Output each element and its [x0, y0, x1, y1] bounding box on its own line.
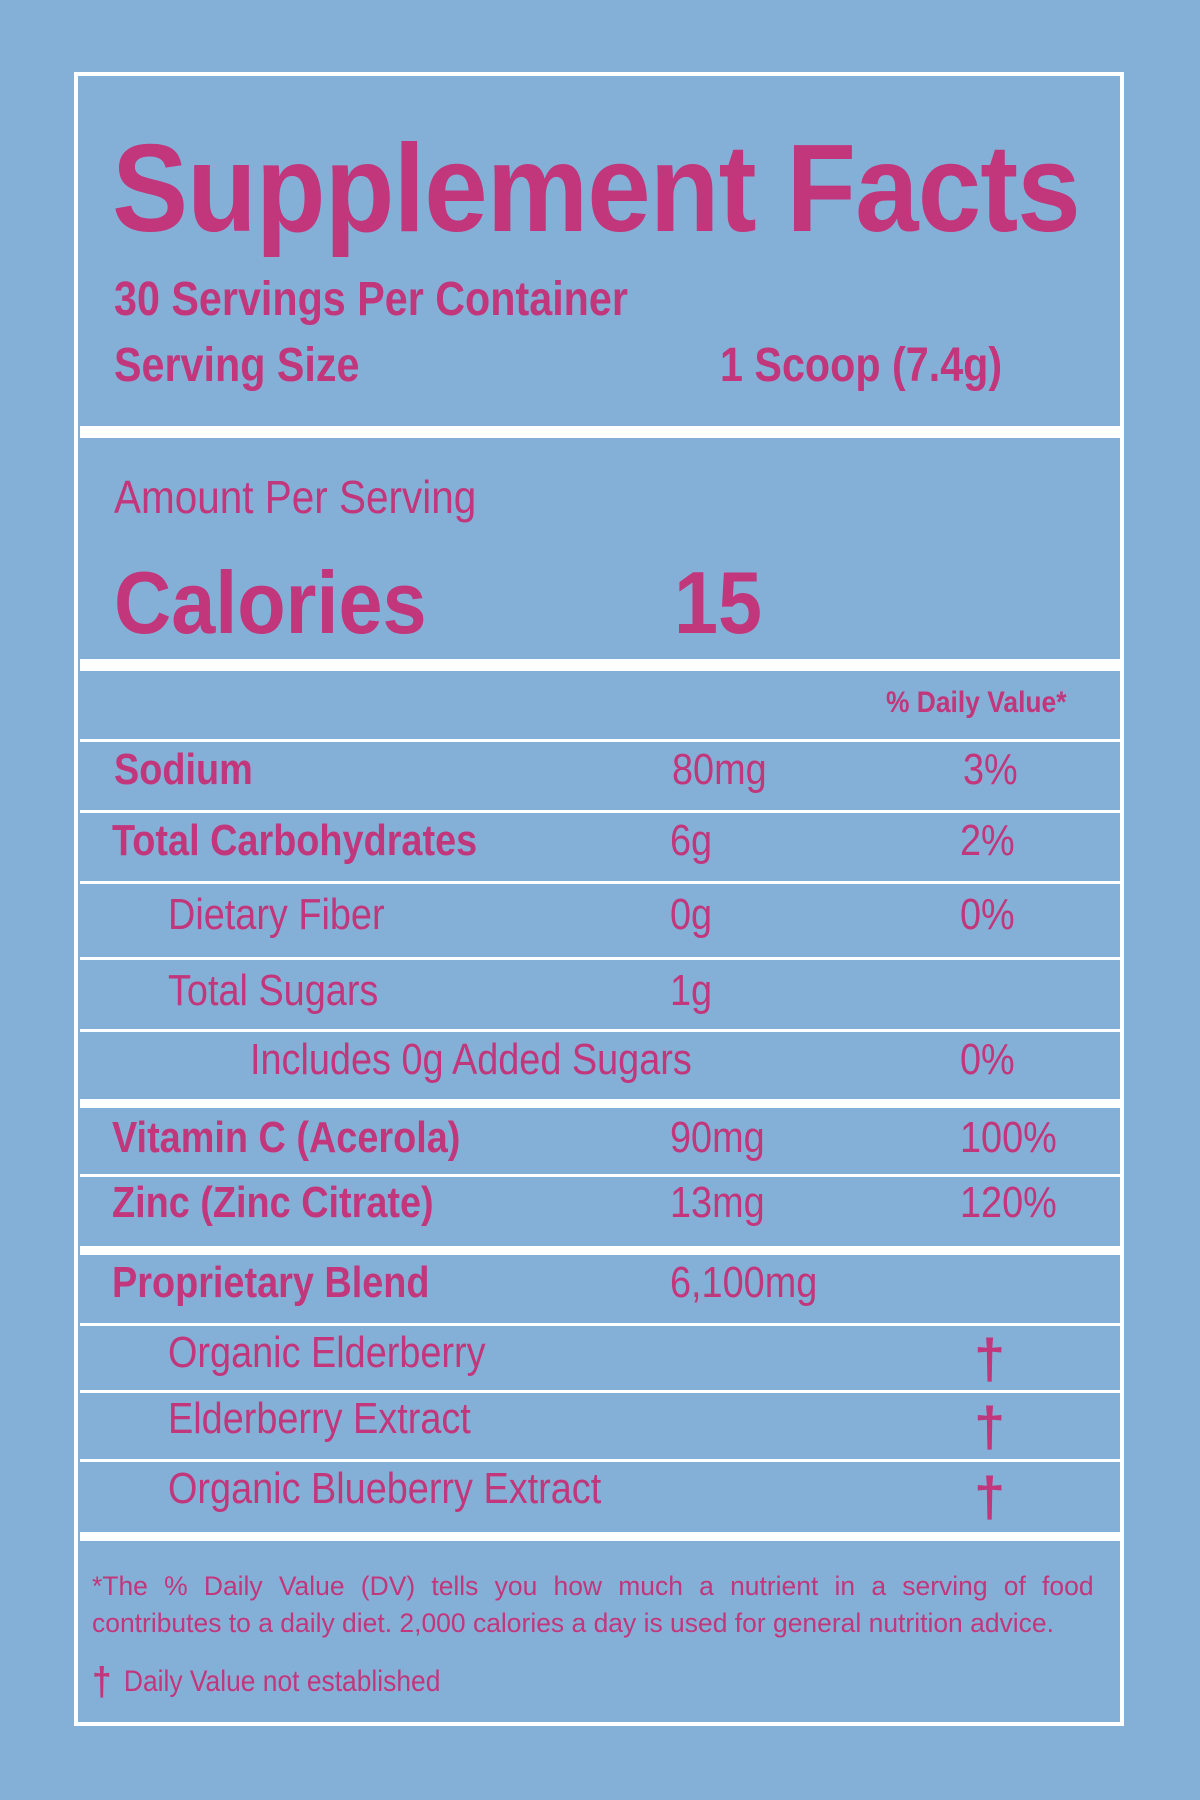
divider-thin: [80, 1390, 1120, 1393]
nutrient-dv-sodium: 3%: [963, 745, 1018, 794]
panel-title: Supplement Facts: [112, 120, 1081, 258]
nutrient-dv-vitamin-c: 100%: [960, 1113, 1057, 1162]
calories-label: Calories: [114, 553, 427, 652]
nutrient-name-organic-elderberry: Organic Elderberry: [168, 1328, 486, 1377]
nutrient-name-elderberry-extract: Elderberry Extract: [168, 1394, 471, 1443]
serving-size-value: 1 Scoop (7.4g): [720, 339, 1003, 392]
daily-value-footnote: *The % Daily Value (DV) tells you how mu…: [92, 1571, 1094, 1638]
divider-thin: [80, 1174, 1120, 1177]
dagger-footnote-text: Daily Value not established: [123, 1665, 441, 1698]
divider-thin: [80, 881, 1120, 884]
nutrient-amount-total-sugars: 1g: [670, 966, 713, 1015]
nutrient-amount-proprietary-blend: 6,100mg: [670, 1258, 818, 1307]
nutrient-name-dietary-fiber: Dietary Fiber: [168, 890, 385, 939]
nutrient-amount-zinc: 13mg: [670, 1178, 765, 1227]
nutrient-name-zinc: Zinc (Zinc Citrate): [112, 1178, 434, 1227]
divider-thin: [80, 957, 1120, 960]
nutrient-name-organic-blueberry-extract: Organic Blueberry Extract: [168, 1464, 602, 1513]
divider-thin: [80, 810, 1120, 813]
servings-per-container: 30 Servings Per Container: [114, 273, 628, 326]
divider-thin: [80, 1323, 1120, 1326]
calories-value: 15: [674, 553, 763, 652]
dagger-footnote: † Daily Value not established: [92, 1660, 440, 1705]
nutrient-name-sodium: Sodium: [114, 745, 253, 794]
divider-medium: [80, 1532, 1120, 1541]
divider-thick: [80, 659, 1120, 671]
nutrient-name-added-sugars: Includes 0g Added Sugars: [250, 1035, 692, 1084]
divider-thin: [80, 1459, 1120, 1462]
nutrient-dv-added-sugars: 0%: [960, 1035, 1015, 1084]
nutrient-amount-dietary-fiber: 0g: [670, 890, 713, 939]
nutrient-name-vitamin-c: Vitamin C (Acerola): [112, 1113, 461, 1162]
nutrient-dv-zinc: 120%: [960, 1178, 1057, 1227]
divider-medium: [80, 1246, 1120, 1255]
nutrient-name-total-sugars: Total Sugars: [168, 966, 379, 1015]
amount-per-serving-label: Amount Per Serving: [114, 471, 477, 523]
dagger-icon: †: [974, 1395, 1006, 1458]
dagger-icon: †: [92, 1660, 112, 1704]
nutrient-amount-total-carbohydrates: 6g: [670, 816, 713, 865]
nutrient-amount-vitamin-c: 90mg: [670, 1113, 765, 1162]
supplement-facts-panel: [74, 72, 1124, 1726]
nutrient-name-total-carbohydrates: Total Carbohydrates: [112, 816, 478, 865]
divider-thin: [80, 739, 1120, 742]
divider-medium: [80, 1099, 1120, 1108]
dagger-icon: †: [974, 1465, 1006, 1528]
nutrient-name-proprietary-blend: Proprietary Blend: [112, 1258, 430, 1307]
nutrient-dv-dietary-fiber: 0%: [960, 890, 1015, 939]
serving-size-label: Serving Size: [114, 339, 360, 392]
divider-thick: [80, 426, 1120, 438]
daily-value-header: % Daily Value*: [886, 686, 1067, 719]
dagger-icon: †: [974, 1327, 1006, 1390]
divider-thin: [80, 1029, 1120, 1032]
nutrient-amount-sodium: 80mg: [672, 745, 767, 794]
nutrient-dv-total-carbohydrates: 2%: [960, 816, 1015, 865]
